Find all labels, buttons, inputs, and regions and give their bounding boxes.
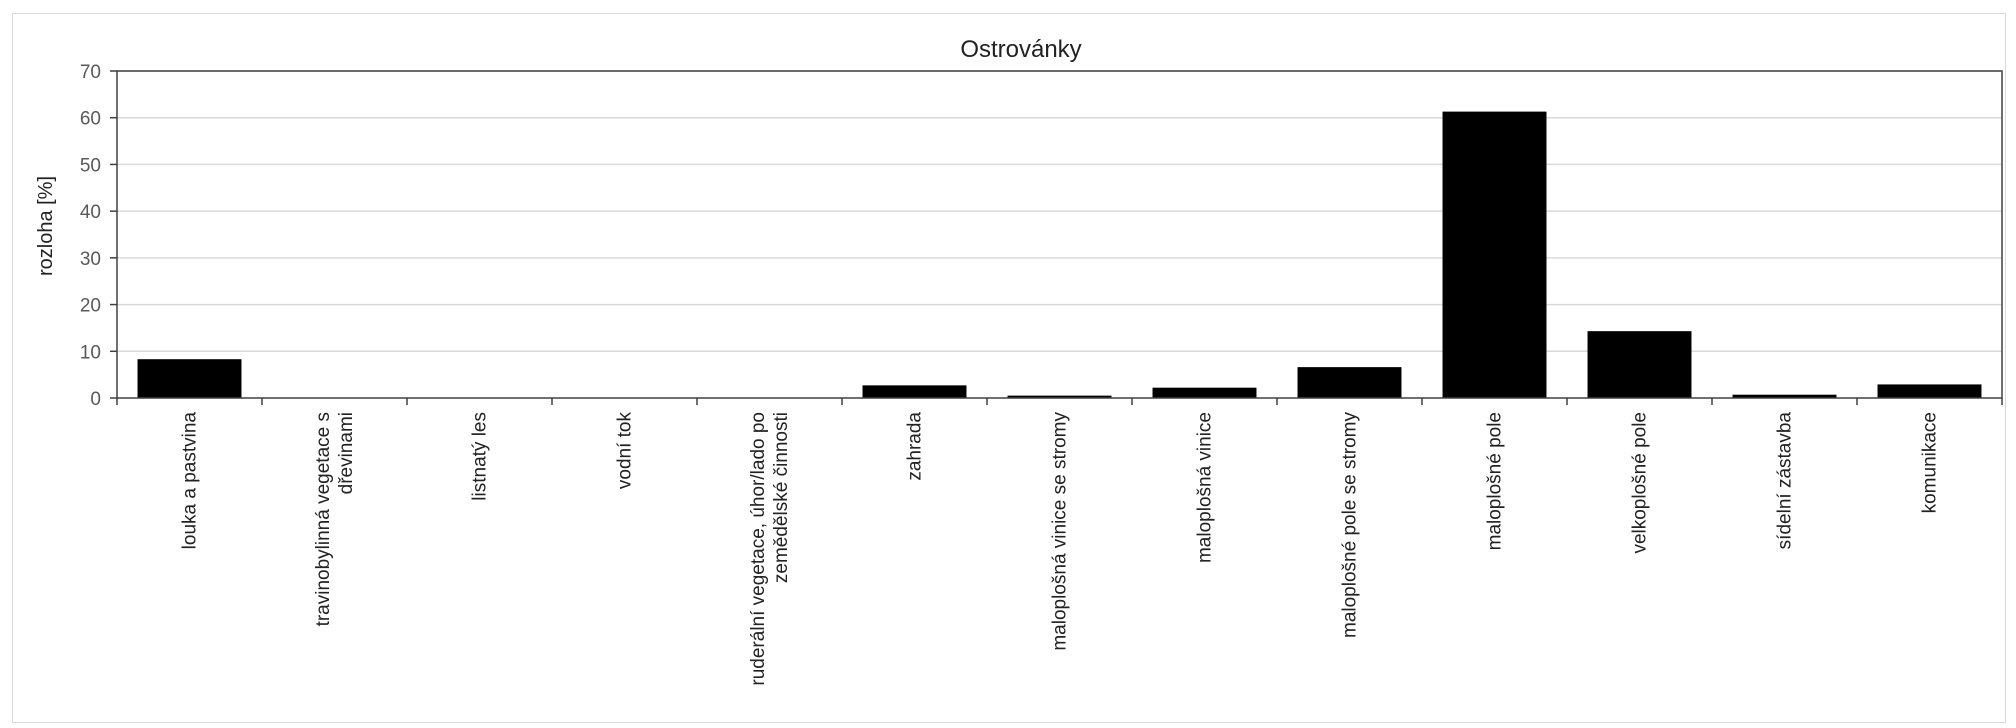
- x-category-label: zahrada: [905, 412, 926, 481]
- y-tick-label: 20: [80, 296, 101, 317]
- x-category-label: travinobylinná vegetace s: [313, 412, 334, 626]
- bar: [1442, 111, 1547, 399]
- x-category-label: sídelní zástavba: [1775, 412, 1796, 550]
- y-axis-ticks: 0 10 20 30 40 50 60 70: [80, 62, 101, 410]
- x-category-label: ruderální vegetace, úhor/lado po: [748, 412, 769, 686]
- y-tick-label: 70: [80, 62, 101, 83]
- y-tick-label: 50: [80, 155, 101, 176]
- x-category-label: louka a pastvina: [180, 412, 201, 550]
- x-category-label: maloplošná vinice se stromy: [1050, 412, 1071, 651]
- x-category-label: komunikace: [1920, 412, 1941, 513]
- y-tick-label: 0: [90, 389, 101, 410]
- x-category-label: vodní tok: [615, 412, 636, 490]
- x-axis-category-labels: louka a pastvina travinobylinná vegetace …: [180, 412, 1941, 686]
- x-category-label: zemědělské činnosti: [771, 412, 792, 583]
- x-category-label: maloplošné pole: [1485, 412, 1506, 550]
- y-tick-label: 40: [80, 202, 101, 223]
- axes: [110, 70, 2003, 405]
- x-category-label: listnatý les: [470, 412, 491, 501]
- bar: [1152, 387, 1257, 399]
- plot-border: [116, 70, 2003, 399]
- y-axis-title: rozloha [%]: [35, 176, 57, 276]
- bar: [1587, 331, 1692, 399]
- bar: [1297, 367, 1402, 399]
- x-category-label: dřevinami: [336, 412, 357, 494]
- bars: [137, 111, 1982, 399]
- x-category-label: maloplošné pole se stromy: [1340, 412, 1361, 638]
- bar: [137, 359, 242, 399]
- bar: [1877, 384, 1982, 399]
- x-category-label: maloplošná vinice: [1195, 412, 1216, 563]
- x-category-label: velkoplošné pole: [1630, 412, 1651, 554]
- y-tick-label: 10: [80, 342, 101, 363]
- y-tick-label: 60: [80, 109, 101, 130]
- bar: [862, 385, 967, 399]
- gridlines: [117, 70, 2002, 353]
- y-tick-label: 30: [80, 249, 101, 270]
- chart-title: Ostrovánky: [960, 36, 1081, 63]
